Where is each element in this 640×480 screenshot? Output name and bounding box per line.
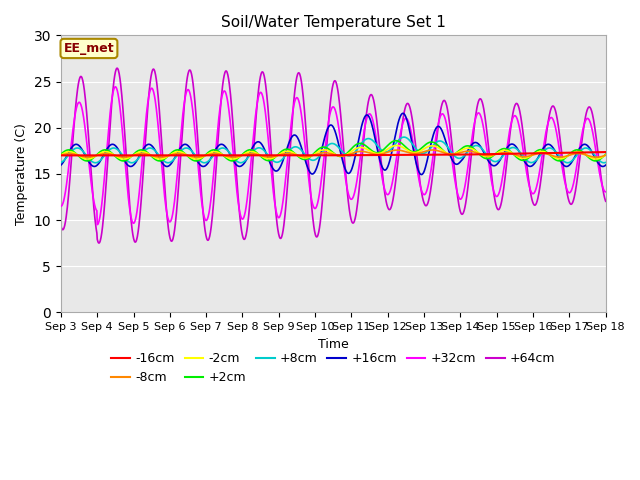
- Title: Soil/Water Temperature Set 1: Soil/Water Temperature Set 1: [221, 15, 445, 30]
- X-axis label: Time: Time: [318, 337, 349, 351]
- Y-axis label: Temperature (C): Temperature (C): [15, 123, 28, 225]
- Legend: -16cm, -8cm, -2cm, +2cm, +8cm, +16cm, +32cm, +64cm: -16cm, -8cm, -2cm, +2cm, +8cm, +16cm, +3…: [106, 347, 560, 389]
- Text: EE_met: EE_met: [63, 42, 115, 55]
